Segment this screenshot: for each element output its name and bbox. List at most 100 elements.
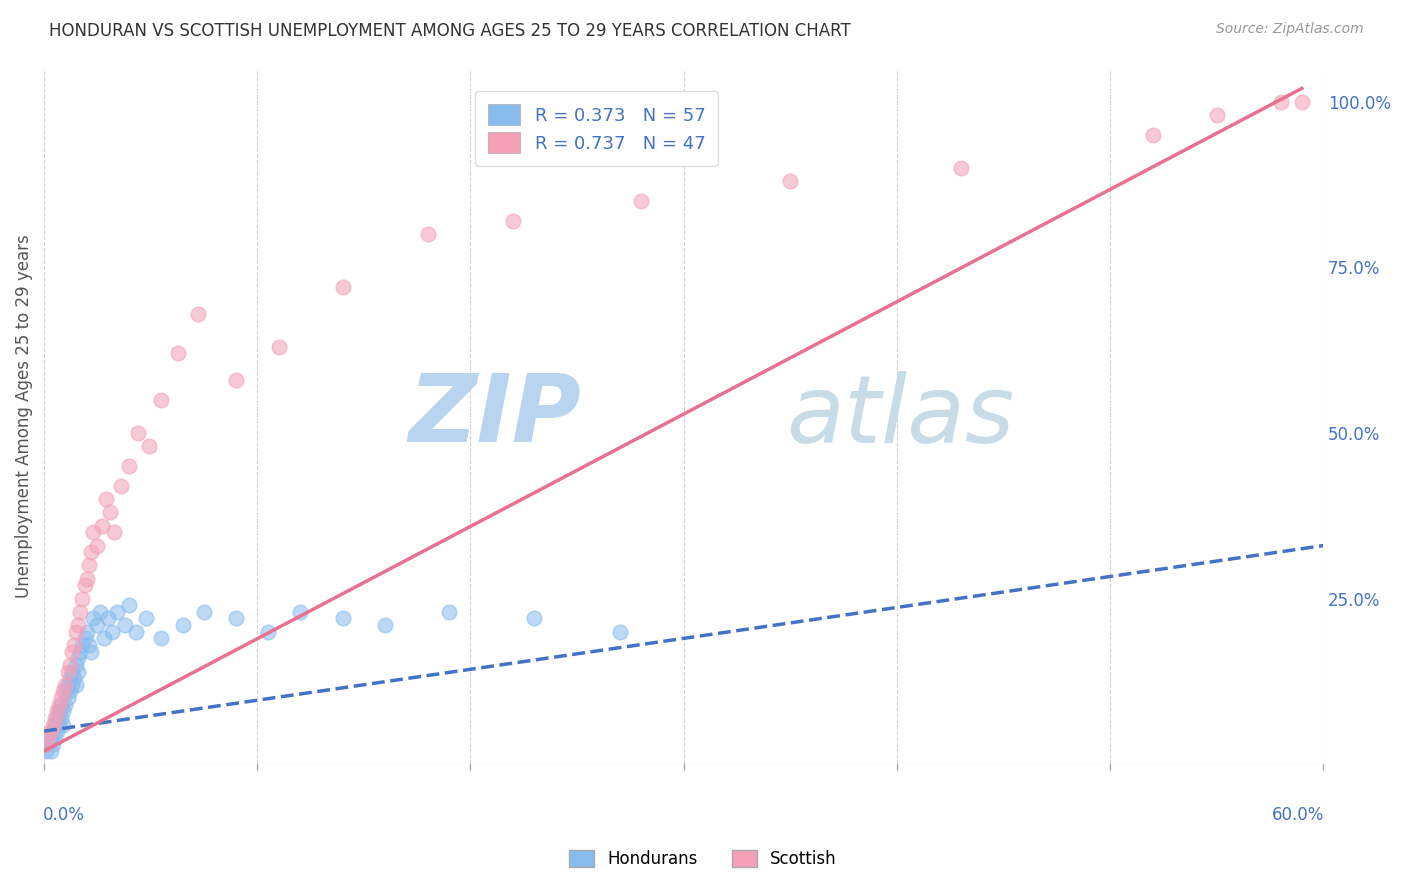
Point <box>76 624 98 639</box>
Point <box>150 632 173 646</box>
Point <box>1142 128 1164 142</box>
Point <box>437 605 460 619</box>
Point <box>77 558 100 573</box>
Point <box>73 632 96 646</box>
Point <box>288 605 311 619</box>
Y-axis label: Unemployment Among Ages 25 to 29 years: Unemployment Among Ages 25 to 29 years <box>15 235 32 599</box>
Point <box>86 539 108 553</box>
Point <box>118 459 141 474</box>
Point <box>45 724 67 739</box>
Point <box>523 611 546 625</box>
Point <box>72 591 94 606</box>
Point <box>37 738 59 752</box>
Point <box>193 605 215 619</box>
Point <box>39 724 62 739</box>
Point <box>65 657 87 672</box>
Point <box>110 479 132 493</box>
Point <box>51 711 73 725</box>
Point <box>44 731 66 745</box>
Point <box>45 711 67 725</box>
Point <box>48 704 70 718</box>
Point <box>65 678 87 692</box>
Point <box>56 665 79 679</box>
Point <box>45 704 67 718</box>
Point <box>73 578 96 592</box>
Point <box>167 346 190 360</box>
Point <box>77 638 100 652</box>
Text: 0.0%: 0.0% <box>42 806 84 824</box>
Point <box>135 611 157 625</box>
Point <box>1291 95 1313 109</box>
Point <box>101 624 124 639</box>
Point <box>105 605 128 619</box>
Text: 60.0%: 60.0% <box>1272 806 1324 824</box>
Point <box>69 605 91 619</box>
Point <box>187 307 209 321</box>
Point <box>41 738 63 752</box>
Point <box>67 618 90 632</box>
Point <box>65 624 87 639</box>
Point <box>172 618 194 632</box>
Point <box>97 611 120 625</box>
Point <box>114 618 136 632</box>
Point <box>67 651 90 665</box>
Point <box>89 605 111 619</box>
Point <box>332 611 354 625</box>
Point <box>225 611 247 625</box>
Point <box>93 632 115 646</box>
Point <box>37 731 59 745</box>
Point <box>609 624 631 639</box>
Point <box>35 738 58 752</box>
Point <box>51 691 73 706</box>
Point <box>257 624 280 639</box>
Legend: Hondurans, Scottish: Hondurans, Scottish <box>562 843 844 875</box>
Point <box>779 174 801 188</box>
Point <box>138 439 160 453</box>
Point <box>125 624 148 639</box>
Point <box>55 684 77 698</box>
Text: HONDURAN VS SCOTTISH UNEMPLOYMENT AMONG AGES 25 TO 29 YEARS CORRELATION CHART: HONDURAN VS SCOTTISH UNEMPLOYMENT AMONG … <box>49 22 851 40</box>
Point <box>94 492 117 507</box>
Point <box>1270 95 1292 109</box>
Point <box>48 717 70 731</box>
Legend: R = 0.373   N = 57, R = 0.737   N = 47: R = 0.373 N = 57, R = 0.737 N = 47 <box>475 92 718 166</box>
Point <box>225 373 247 387</box>
Point <box>76 572 98 586</box>
Point <box>55 678 77 692</box>
Text: ZIP: ZIP <box>408 370 581 462</box>
Point <box>56 678 79 692</box>
Point <box>86 618 108 632</box>
Point <box>51 698 73 712</box>
Point <box>60 678 83 692</box>
Text: atlas: atlas <box>786 371 1014 462</box>
Point <box>416 227 439 242</box>
Point <box>63 671 86 685</box>
Point <box>630 194 652 208</box>
Point <box>69 645 91 659</box>
Point <box>44 711 66 725</box>
Point <box>80 645 103 659</box>
Point <box>118 599 141 613</box>
Point <box>502 214 524 228</box>
Point <box>44 717 66 731</box>
Point <box>82 525 104 540</box>
Point <box>39 731 62 745</box>
Point <box>82 611 104 625</box>
Point <box>949 161 972 175</box>
Point <box>48 698 70 712</box>
Point <box>80 545 103 559</box>
Point <box>59 671 82 685</box>
Point <box>67 665 90 679</box>
Point <box>52 684 75 698</box>
Point <box>55 698 77 712</box>
Point <box>90 518 112 533</box>
Point <box>150 392 173 407</box>
Point <box>35 744 58 758</box>
Point <box>127 425 149 440</box>
Point <box>98 506 121 520</box>
Point <box>59 657 82 672</box>
Point <box>56 691 79 706</box>
Point <box>267 340 290 354</box>
Point <box>39 744 62 758</box>
Point <box>60 665 83 679</box>
